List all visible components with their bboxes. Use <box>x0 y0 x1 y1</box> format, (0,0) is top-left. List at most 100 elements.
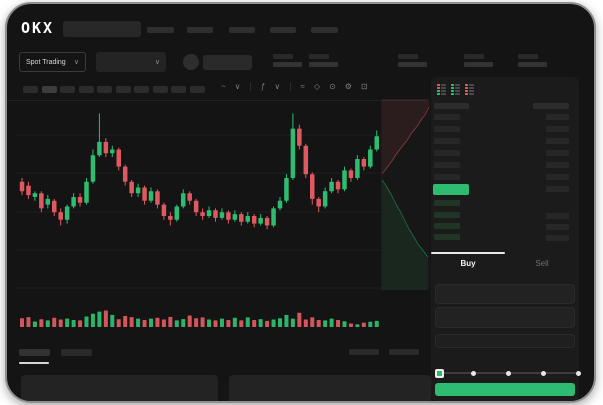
trade-tabs: Buy Sell <box>431 252 579 274</box>
chevron-down-icon[interactable]: ∨ <box>274 81 281 91</box>
stat-value-placeholder <box>309 62 338 67</box>
toggle-square <box>465 87 468 89</box>
tab-buy[interactable]: Buy <box>460 259 476 268</box>
toggle-square <box>465 84 468 86</box>
chevron-down-icon[interactable]: ∨ <box>234 81 241 91</box>
timeframe-button[interactable] <box>78 86 94 93</box>
bid-row-price[interactable] <box>434 200 460 206</box>
tab-sell[interactable]: Sell <box>535 259 549 268</box>
slider-handle[interactable] <box>434 368 444 378</box>
book-asks-icon[interactable] <box>465 84 475 95</box>
toggle-row <box>451 93 461 95</box>
divider: | <box>249 81 252 91</box>
toggle-line <box>441 90 446 92</box>
orders-tab[interactable] <box>61 349 92 356</box>
toggle-square <box>451 93 454 95</box>
timeframe-button[interactable] <box>23 86 38 93</box>
toggle-square <box>451 84 454 86</box>
toggle-line <box>469 87 474 89</box>
bid-row-price[interactable] <box>434 223 460 229</box>
draw-icon[interactable]: ◇ <box>313 81 321 91</box>
timeframe-button[interactable] <box>152 86 168 93</box>
book-split-icon[interactable] <box>437 84 447 95</box>
timeframe-button[interactable] <box>60 86 75 93</box>
market-type-dropdown[interactable]: Spot Trading ∨ <box>19 52 86 72</box>
timeframe-button[interactable] <box>97 86 112 93</box>
order-input-2[interactable] <box>435 307 575 328</box>
market-type-label: Spot Trading <box>26 58 66 66</box>
ask-row-price[interactable] <box>434 126 460 132</box>
toggle-row <box>437 90 447 92</box>
bid-row-amount <box>546 186 569 192</box>
last-price-badge <box>433 184 469 195</box>
ask-row-amount <box>546 126 569 132</box>
toggle-square <box>451 87 454 89</box>
stat-label-placeholder <box>518 54 538 59</box>
timeframe-button[interactable] <box>41 86 57 93</box>
timeframe-button[interactable] <box>115 86 131 93</box>
toggle-square <box>437 90 440 92</box>
wave-icon[interactable]: ~ <box>221 81 226 91</box>
navbar: OKX <box>7 4 594 48</box>
pair-dropdown[interactable]: ∨ <box>96 52 166 72</box>
bid-row-price[interactable] <box>434 234 460 240</box>
nav-item[interactable] <box>229 27 255 33</box>
timeframe-button[interactable] <box>134 86 149 93</box>
book-bids-icon[interactable] <box>451 84 461 95</box>
toggle-row <box>437 84 447 86</box>
bid-row-amount <box>546 213 569 219</box>
toggle-row <box>465 93 475 95</box>
orders-link-placeholder[interactable] <box>389 349 419 355</box>
fullscreen-icon[interactable]: ⊡ <box>360 81 368 91</box>
order-input-1[interactable] <box>435 284 575 304</box>
ask-row-amount <box>546 114 569 120</box>
toggle-row <box>451 84 461 86</box>
toggle-row <box>437 93 447 95</box>
nav-item[interactable] <box>311 27 338 33</box>
toggle-line <box>455 87 460 89</box>
ask-row-price[interactable] <box>434 138 460 144</box>
toggle-row <box>451 90 461 92</box>
ask-row-amount <box>546 150 569 156</box>
orders-link-placeholder[interactable] <box>349 349 379 355</box>
chart-toolbar <box>7 78 427 101</box>
gear-icon[interactable]: ⚙ <box>344 81 352 91</box>
toggle-square <box>465 93 468 95</box>
chevron-down-icon: ∨ <box>154 58 160 66</box>
stat-value-placeholder <box>273 62 302 67</box>
coin-avatar[interactable] <box>183 54 199 70</box>
ask-row-price[interactable] <box>434 150 460 156</box>
orderbook-col-header-amount <box>533 103 569 109</box>
timeframe-button[interactable] <box>171 86 186 93</box>
ask-row-price[interactable] <box>434 162 460 168</box>
stat-value-placeholder <box>518 62 547 67</box>
bid-row-price[interactable] <box>434 212 460 218</box>
indicator-icon[interactable]: ƒ <box>260 81 266 91</box>
nav-item[interactable] <box>147 27 174 33</box>
timeframe-button[interactable] <box>189 86 205 93</box>
ask-row-price[interactable] <box>434 114 460 120</box>
camera-icon[interactable]: ⊙ <box>329 81 336 91</box>
okx-logo: OKX <box>21 19 55 37</box>
trendline-icon[interactable]: ≈ <box>300 81 305 91</box>
stat-label-placeholder <box>273 54 293 59</box>
order-input-3[interactable] <box>435 334 575 348</box>
slider-stop[interactable] <box>540 370 546 376</box>
orderbook-panel: Buy Sell <box>431 77 581 401</box>
toggle-row <box>437 87 447 89</box>
orders-tab[interactable] <box>19 349 50 356</box>
search-input[interactable] <box>63 21 141 37</box>
slider-stop[interactable] <box>575 370 581 376</box>
toggle-row <box>465 84 475 86</box>
candlestick-chart <box>15 113 381 327</box>
slider-stop[interactable] <box>471 370 477 376</box>
toggle-line <box>469 90 474 92</box>
nav-item[interactable] <box>270 27 296 33</box>
nav-item[interactable] <box>187 27 213 33</box>
toggle-line <box>455 93 460 95</box>
app-window: OKX Spot Trading ∨ ∨ ~ ∨ | ƒ ∨ | ≈ ◇ ⊙ ⚙ ⊡ <box>5 2 596 403</box>
slider-stop[interactable] <box>506 370 511 376</box>
toggle-line <box>469 93 474 95</box>
buy-button[interactable] <box>435 383 575 396</box>
ask-row-price[interactable] <box>434 174 460 180</box>
